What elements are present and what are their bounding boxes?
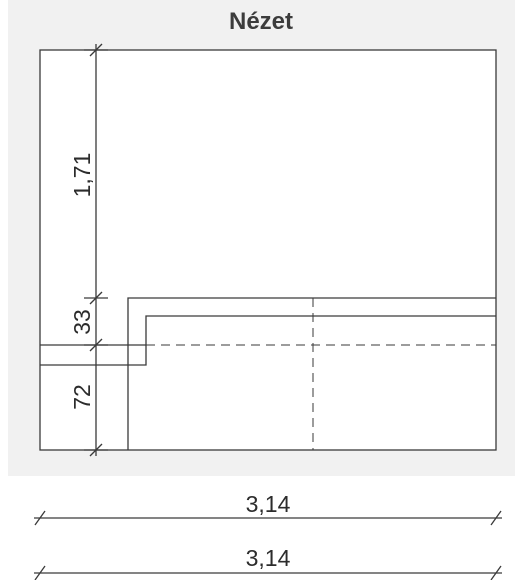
step-edge-line	[40, 315, 496, 366]
dim-tick	[34, 565, 46, 580]
dimension-label-height-lower: 72	[69, 384, 95, 410]
dimension-label-width-lower: 3,14	[246, 545, 291, 571]
dim-tick	[34, 510, 46, 526]
dim-tick	[490, 510, 502, 526]
view-outline	[39, 49, 497, 451]
dim-tick	[490, 565, 502, 580]
dimension-label-height-middle: 33	[69, 309, 95, 335]
dimension-label-height-upper: 1,71	[69, 153, 95, 198]
view-title: Nézet	[228, 8, 294, 35]
dimension-label-width-upper: 3,14	[246, 491, 291, 517]
